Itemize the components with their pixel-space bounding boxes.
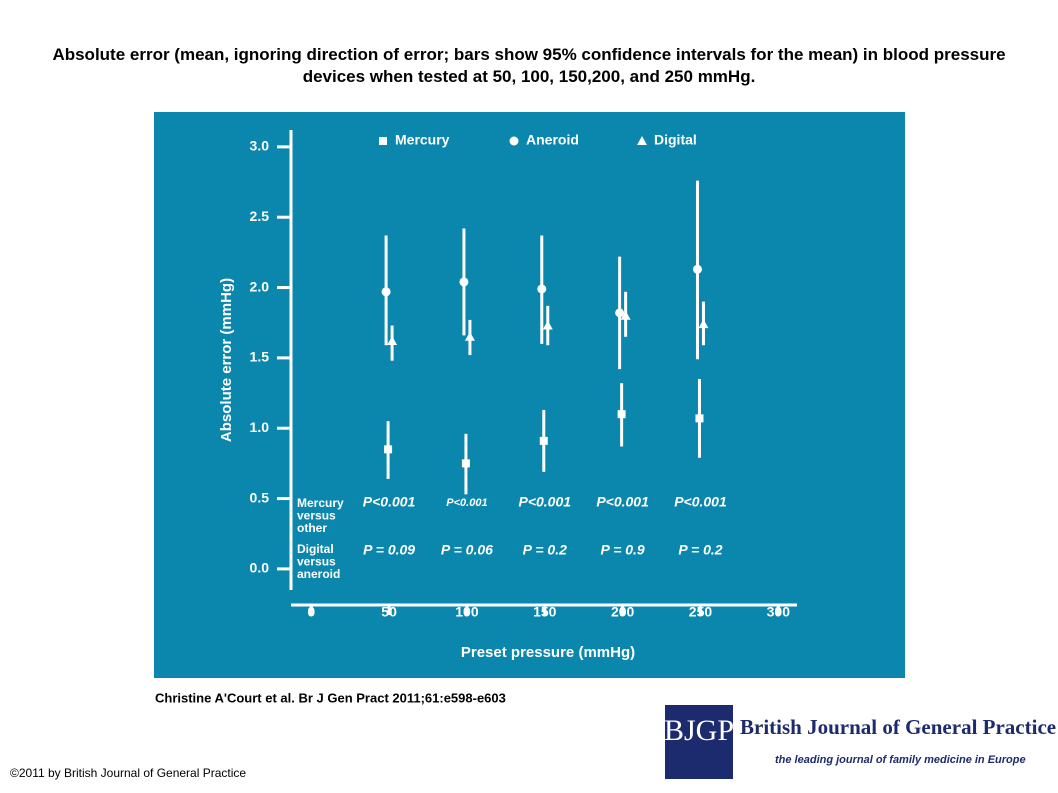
citation: Christine A'Court et al. Br J Gen Pract … xyxy=(155,690,506,705)
comparison-label: other xyxy=(297,521,327,535)
comparison-label: Digital xyxy=(297,542,334,556)
comparison-label: versus xyxy=(297,509,336,523)
y-tick-label: 1.5 xyxy=(250,349,270,365)
marker-circle xyxy=(459,277,469,287)
p-value: P<0.001 xyxy=(596,494,649,510)
legend-label: Mercury xyxy=(395,132,450,148)
x-tick-label: 0 xyxy=(307,604,315,620)
marker-square xyxy=(617,410,626,419)
comparison-label: versus xyxy=(297,555,336,569)
p-value: P<0.001 xyxy=(674,494,727,510)
marker-triangle xyxy=(637,136,647,145)
p-value: P = 0.2 xyxy=(678,542,722,558)
marker-circle xyxy=(615,308,625,318)
y-tick-label: 0.5 xyxy=(250,489,270,505)
marker-circle xyxy=(509,136,519,146)
p-value: P<0.001 xyxy=(446,497,487,509)
x-tick-label: 200 xyxy=(611,604,635,620)
p-value: P<0.001 xyxy=(363,494,416,510)
logo-box xyxy=(665,705,733,779)
y-tick-label: 3.0 xyxy=(250,138,270,154)
marker-square xyxy=(695,414,704,423)
x-tick-label: 100 xyxy=(455,604,479,620)
logo-name: British Journal of General Practice xyxy=(740,715,1056,739)
marker-square xyxy=(384,445,393,454)
p-value: P = 0.9 xyxy=(600,542,644,558)
plot-background xyxy=(154,112,905,678)
copyright: ©2011 by British Journal of General Prac… xyxy=(10,766,246,780)
y-tick-label: 2.0 xyxy=(250,278,270,294)
x-axis-label: Preset pressure (mmHg) xyxy=(461,644,635,661)
x-tick-label: 300 xyxy=(767,604,791,620)
x-tick-label: 50 xyxy=(381,604,397,620)
logo-mark: BJGP xyxy=(664,714,734,747)
legend-label: Digital xyxy=(654,132,697,148)
marker-triangle xyxy=(620,310,631,320)
marker-circle xyxy=(692,264,702,274)
legend-label: Aneroid xyxy=(526,132,579,148)
marker-circle xyxy=(381,287,391,297)
chart-title: Absolute error (mean, ignoring direction… xyxy=(52,45,1006,86)
marker-square xyxy=(379,137,387,145)
x-tick-label: 150 xyxy=(533,604,557,620)
comparison-label: aneroid xyxy=(297,567,340,581)
marker-triangle xyxy=(464,331,475,341)
p-value: P = 0.2 xyxy=(523,542,567,558)
y-tick-label: 0.0 xyxy=(250,560,270,576)
marker-triangle xyxy=(698,319,709,329)
p-value: P<0.001 xyxy=(518,494,571,510)
y-tick-label: 2.5 xyxy=(250,208,270,224)
marker-square xyxy=(461,459,470,468)
p-value: P = 0.09 xyxy=(363,542,415,558)
p-value: P = 0.06 xyxy=(441,542,493,558)
comparison-label: Mercury xyxy=(297,496,344,510)
y-tick-label: 1.0 xyxy=(250,419,270,435)
marker-square xyxy=(539,436,548,445)
marker-circle xyxy=(537,284,547,294)
marker-triangle xyxy=(387,336,398,346)
x-tick-label: 250 xyxy=(689,604,713,620)
logo-tagline: the leading journal of family medicine i… xyxy=(775,754,1026,766)
y-axis-label: Absolute error (mmHg) xyxy=(218,278,235,442)
marker-triangle xyxy=(542,320,553,330)
